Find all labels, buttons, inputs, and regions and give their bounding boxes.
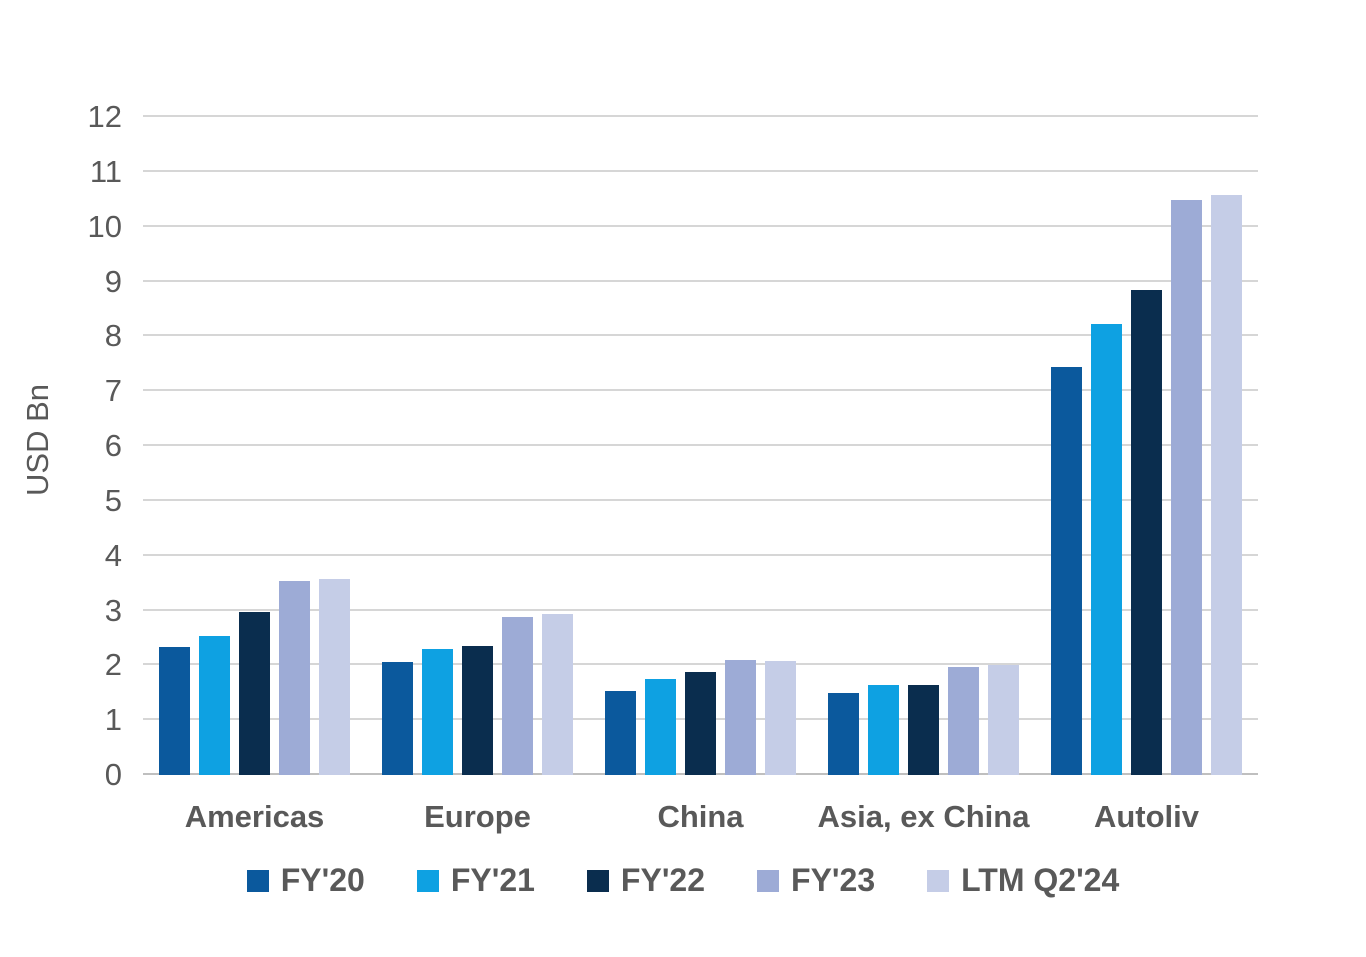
legend-item: FY'20: [246, 862, 365, 899]
bar: [319, 579, 350, 775]
plot-area: [143, 115, 1258, 775]
legend-swatch-icon: [586, 869, 609, 892]
y-tick-label: 12: [87, 99, 122, 134]
legend: FY'20 FY'21 FY'22 FY'23 LTM Q2'24: [0, 862, 1366, 899]
gridline: [143, 389, 1258, 392]
gridline: [143, 279, 1258, 282]
y-tick-label: 3: [104, 592, 122, 628]
legend-item: FY'21: [416, 862, 535, 899]
y-tick-label: 1: [104, 702, 122, 738]
y-tick-label: 11: [89, 153, 122, 189]
bar: [382, 662, 413, 775]
bar: [765, 660, 796, 775]
gridline: [143, 224, 1258, 227]
legend-label: FY'20: [280, 862, 365, 898]
bar: [685, 671, 716, 775]
legend-label: FY'23: [791, 862, 876, 898]
bar: [159, 647, 190, 775]
gridline: [143, 498, 1258, 501]
x-category-label: Americas: [184, 799, 325, 834]
bar: [502, 617, 533, 775]
legend-label: FY'21: [450, 862, 535, 898]
legend-item: FY'23: [757, 862, 875, 899]
legend-swatch-icon: [416, 869, 439, 892]
gridline: [143, 169, 1258, 172]
y-tick-label: 5: [104, 482, 122, 518]
bar: [948, 666, 979, 775]
bar: [645, 678, 676, 775]
y-tick-label: 7: [104, 373, 122, 409]
bar-group-autoliv: [1035, 117, 1258, 775]
bar: [1051, 366, 1082, 775]
y-tick-label: 10: [87, 208, 122, 244]
bar: [542, 614, 573, 775]
bar: [1211, 194, 1242, 775]
gridline: [143, 608, 1258, 611]
bar: [462, 645, 493, 775]
y-tick-label: 8: [104, 318, 122, 354]
bar-group-china: [589, 117, 812, 775]
gridline: [143, 115, 1258, 117]
bar: [239, 612, 270, 775]
legend-item: FY'22: [586, 862, 706, 899]
legend-swatch-icon: [927, 869, 950, 892]
x-category-label: Europe: [424, 799, 531, 834]
bar-group-europe: [366, 117, 589, 775]
bar: [1091, 323, 1122, 775]
gridline: [143, 663, 1258, 666]
bar: [279, 580, 310, 775]
x-category-label: Autoliv: [1093, 799, 1200, 834]
y-tick-label: 0: [104, 757, 122, 792]
legend-label: FY'22: [620, 862, 706, 898]
gridline: [143, 334, 1258, 337]
y-axis-title: USD Bn: [20, 384, 55, 496]
legend-label: LTM Q2'24: [961, 862, 1120, 898]
bar: [1171, 200, 1202, 775]
y-tick-label: 9: [104, 263, 122, 299]
y-tick-label: 4: [104, 537, 122, 573]
bar: [605, 690, 636, 775]
bar: [868, 685, 899, 775]
y-tick-label: 2: [104, 647, 122, 683]
bar: [725, 659, 756, 775]
bar-group-americas: [143, 117, 366, 775]
legend-swatch-icon: [757, 869, 780, 892]
bar: [988, 665, 1019, 775]
bar-group-asia-ex-china: [812, 117, 1035, 775]
bar: [422, 648, 453, 775]
bar: [828, 692, 859, 775]
gridline: [143, 553, 1258, 556]
legend-swatch-icon: [246, 869, 269, 892]
x-category-label: Asia, ex China: [817, 799, 1030, 834]
legend-item: LTM Q2'24: [927, 862, 1119, 899]
bar: [199, 636, 230, 775]
bar: [908, 685, 939, 775]
bar: [1131, 290, 1162, 775]
x-category-label: China: [657, 799, 744, 834]
y-tick-label: 6: [104, 428, 122, 463]
gridline: [143, 444, 1258, 446]
